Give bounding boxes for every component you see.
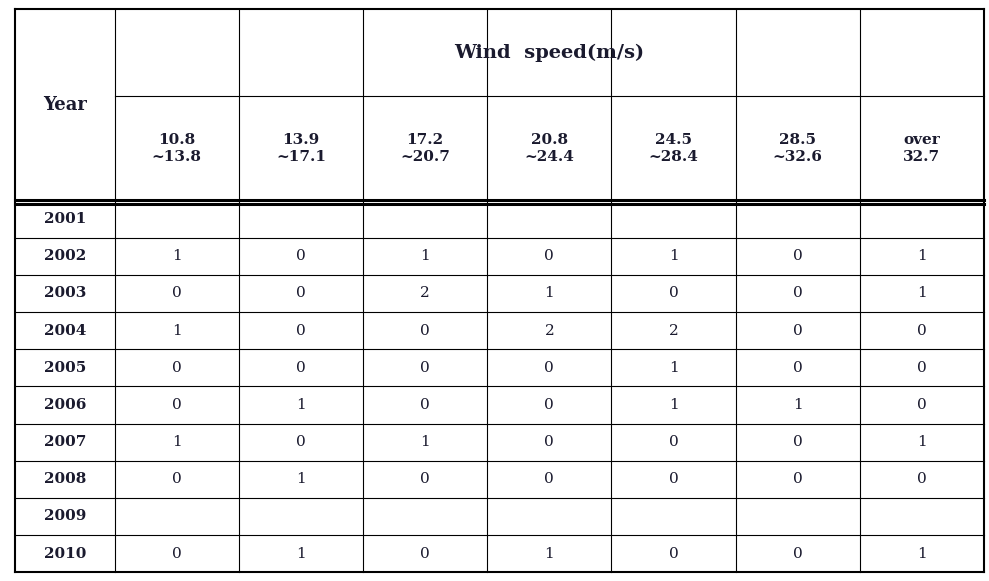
Text: 0: 0 bbox=[793, 435, 803, 449]
Text: 1: 1 bbox=[669, 249, 678, 263]
Text: 0: 0 bbox=[420, 398, 430, 412]
Text: 1: 1 bbox=[420, 249, 430, 263]
Text: 1: 1 bbox=[296, 398, 306, 412]
Text: 1: 1 bbox=[917, 547, 927, 561]
Text: 0: 0 bbox=[669, 286, 678, 300]
Text: 0: 0 bbox=[917, 324, 927, 338]
Text: 0: 0 bbox=[793, 547, 803, 561]
Text: 1: 1 bbox=[172, 435, 182, 449]
Text: 24.5
~28.4: 24.5 ~28.4 bbox=[649, 132, 698, 164]
Text: 2002: 2002 bbox=[44, 249, 86, 263]
Text: 1: 1 bbox=[420, 435, 430, 449]
Text: 0: 0 bbox=[296, 324, 306, 338]
Text: 0: 0 bbox=[917, 472, 927, 486]
Text: 1: 1 bbox=[917, 286, 927, 300]
Text: 0: 0 bbox=[420, 324, 430, 338]
Text: 0: 0 bbox=[793, 286, 803, 300]
Text: 0: 0 bbox=[669, 547, 678, 561]
Text: 0: 0 bbox=[793, 361, 803, 375]
Text: 2008: 2008 bbox=[44, 472, 86, 486]
Text: 1: 1 bbox=[172, 249, 182, 263]
Text: 0: 0 bbox=[545, 249, 554, 263]
Text: 1: 1 bbox=[793, 398, 803, 412]
Text: Wind  speed(m/s): Wind speed(m/s) bbox=[454, 43, 645, 62]
Text: 1: 1 bbox=[917, 249, 927, 263]
Text: 0: 0 bbox=[172, 361, 182, 375]
Text: 2: 2 bbox=[669, 324, 678, 338]
Text: 0: 0 bbox=[669, 435, 678, 449]
Text: 0: 0 bbox=[420, 547, 430, 561]
Text: 1: 1 bbox=[545, 547, 554, 561]
Text: 1: 1 bbox=[172, 324, 182, 338]
Text: 0: 0 bbox=[793, 249, 803, 263]
Text: 1: 1 bbox=[669, 361, 678, 375]
Text: 2006: 2006 bbox=[44, 398, 86, 412]
Text: 2009: 2009 bbox=[44, 510, 86, 523]
Text: 1: 1 bbox=[296, 547, 306, 561]
Text: 1: 1 bbox=[917, 435, 927, 449]
Text: 0: 0 bbox=[793, 324, 803, 338]
Text: 10.8
~13.8: 10.8 ~13.8 bbox=[151, 132, 202, 164]
Text: 0: 0 bbox=[296, 361, 306, 375]
Text: 0: 0 bbox=[172, 472, 182, 486]
Text: 2: 2 bbox=[545, 324, 554, 338]
Text: 0: 0 bbox=[545, 398, 554, 412]
Text: 0: 0 bbox=[296, 249, 306, 263]
Text: 0: 0 bbox=[545, 435, 554, 449]
Text: over
32.7: over 32.7 bbox=[903, 132, 941, 164]
Text: 0: 0 bbox=[296, 286, 306, 300]
Text: 0: 0 bbox=[172, 286, 182, 300]
Text: 0: 0 bbox=[420, 472, 430, 486]
Text: 1: 1 bbox=[545, 286, 554, 300]
Text: 28.5
~32.6: 28.5 ~32.6 bbox=[772, 132, 823, 164]
Text: 13.9
~17.1: 13.9 ~17.1 bbox=[276, 132, 326, 164]
Text: 0: 0 bbox=[172, 398, 182, 412]
Text: 2010: 2010 bbox=[44, 547, 86, 561]
Text: 0: 0 bbox=[793, 472, 803, 486]
Text: 0: 0 bbox=[545, 361, 554, 375]
Text: 0: 0 bbox=[917, 398, 927, 412]
Text: Year: Year bbox=[43, 95, 87, 113]
Text: 2004: 2004 bbox=[44, 324, 86, 338]
Text: 2001: 2001 bbox=[44, 212, 86, 226]
Text: 2007: 2007 bbox=[44, 435, 86, 449]
Text: 2005: 2005 bbox=[44, 361, 86, 375]
Text: 0: 0 bbox=[420, 361, 430, 375]
Text: 0: 0 bbox=[172, 547, 182, 561]
Text: 0: 0 bbox=[296, 435, 306, 449]
Text: 1: 1 bbox=[669, 398, 678, 412]
Text: 1: 1 bbox=[296, 472, 306, 486]
Text: 0: 0 bbox=[545, 472, 554, 486]
Text: 0: 0 bbox=[669, 472, 678, 486]
Text: 2: 2 bbox=[420, 286, 430, 300]
Text: 0: 0 bbox=[917, 361, 927, 375]
Text: 17.2
~20.7: 17.2 ~20.7 bbox=[401, 132, 450, 164]
Text: 20.8
~24.4: 20.8 ~24.4 bbox=[524, 132, 575, 164]
Text: 2003: 2003 bbox=[44, 286, 86, 300]
